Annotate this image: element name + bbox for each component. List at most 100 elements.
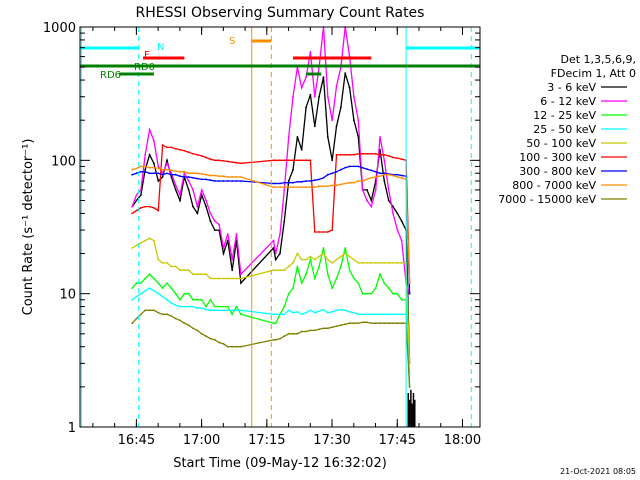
data-point: [187, 180, 190, 182]
data-point: [392, 313, 394, 316]
data-point: [187, 305, 190, 308]
data-point: [283, 181, 286, 184]
data-point: [218, 341, 221, 344]
data-point: [326, 185, 329, 188]
data-point: [379, 273, 381, 276]
data-point: [387, 262, 390, 264]
data-point: [344, 153, 347, 156]
data-point: [379, 136, 381, 138]
data-point: [157, 292, 160, 295]
data-point: [300, 330, 303, 333]
data-point: [309, 258, 312, 261]
data-point: [135, 209, 138, 212]
series-800-7000-kev: [131, 165, 411, 284]
data-point: [370, 313, 373, 316]
data-point: [153, 207, 155, 209]
data-point: [166, 159, 168, 162]
data-point: [272, 269, 275, 272]
data-point: [218, 305, 221, 308]
data-point: [148, 128, 151, 131]
data-point: [209, 212, 212, 215]
data-point: [322, 76, 325, 79]
x-axis-ticks: 16:45 17:00 17:15 17:30 17:45 18:00: [92, 27, 481, 448]
data-point: [353, 181, 355, 184]
data-point: [161, 287, 164, 289]
data-point: [179, 194, 181, 196]
data-point: [272, 182, 275, 185]
series-7000-15000-kev: [131, 309, 411, 388]
data-point: [196, 205, 199, 208]
data-point: [392, 156, 394, 159]
data-point: [274, 159, 277, 162]
data-point: [348, 269, 351, 272]
legend-label-7000-15000-kev: 7000 - 15000 keV: [498, 193, 596, 206]
data-point: [309, 51, 312, 53]
data-point: [135, 199, 138, 202]
data-point: [205, 199, 208, 202]
data-point: [313, 125, 316, 128]
data-point: [344, 309, 347, 312]
data-point: [318, 255, 320, 258]
data-point: [196, 307, 199, 309]
data-point: [283, 335, 286, 338]
data-point: [179, 148, 181, 151]
y-tick-label: 100: [51, 154, 76, 169]
data-point: [213, 229, 216, 232]
data-point: [135, 282, 138, 284]
data-point: [174, 304, 177, 307]
data-point: [170, 176, 173, 178]
data-point: [279, 186, 281, 189]
data-point: [179, 175, 181, 178]
data-point: [187, 172, 190, 175]
data-point: [135, 295, 138, 298]
data-point: [144, 289, 147, 292]
data-point: [148, 153, 151, 156]
data-point: [200, 155, 203, 157]
data-point: [161, 168, 164, 171]
data-point: [218, 277, 221, 280]
data-point: [348, 255, 351, 258]
series-100-300-kev: [131, 144, 411, 284]
data-point: [135, 244, 138, 247]
data-point: [361, 180, 364, 182]
data-point: [148, 166, 151, 169]
flag-label-n: N: [157, 42, 164, 53]
data-point: [222, 160, 225, 162]
data-point: [187, 176, 190, 178]
data-point: [231, 309, 234, 312]
series-300-800-kev: [131, 165, 411, 295]
data-point: [400, 176, 403, 179]
data-point: [218, 223, 221, 226]
data-point: [140, 165, 142, 168]
data-point: [213, 309, 216, 312]
data-point: [131, 298, 134, 301]
data-point: [374, 170, 377, 173]
data-point: [272, 239, 275, 242]
data-point: [209, 158, 212, 161]
plot-frame: [79, 26, 481, 428]
data-point: [187, 189, 190, 191]
data-point: [331, 326, 334, 329]
data-point: [140, 313, 142, 316]
data-point: [187, 269, 190, 272]
data-point: [274, 258, 277, 261]
data-point: [366, 313, 368, 316]
data-point: [335, 258, 338, 261]
data-point: [353, 258, 355, 261]
data-point: [192, 152, 194, 155]
series-50-100-kev: [131, 237, 411, 365]
data-point: [392, 292, 394, 295]
data-point: [274, 269, 277, 272]
data-point: [272, 313, 275, 316]
data-point: [322, 308, 325, 311]
data-point: [240, 176, 242, 178]
data-point: [187, 324, 190, 327]
data-point: [357, 262, 360, 264]
data-point: [235, 305, 238, 308]
data-point: [153, 172, 155, 175]
data-point: [226, 180, 229, 182]
data-point: [396, 229, 399, 232]
data-point: [179, 269, 181, 272]
data-point: [361, 321, 364, 324]
legend-label-6-12-kev: 6 - 12 keV: [540, 95, 596, 108]
